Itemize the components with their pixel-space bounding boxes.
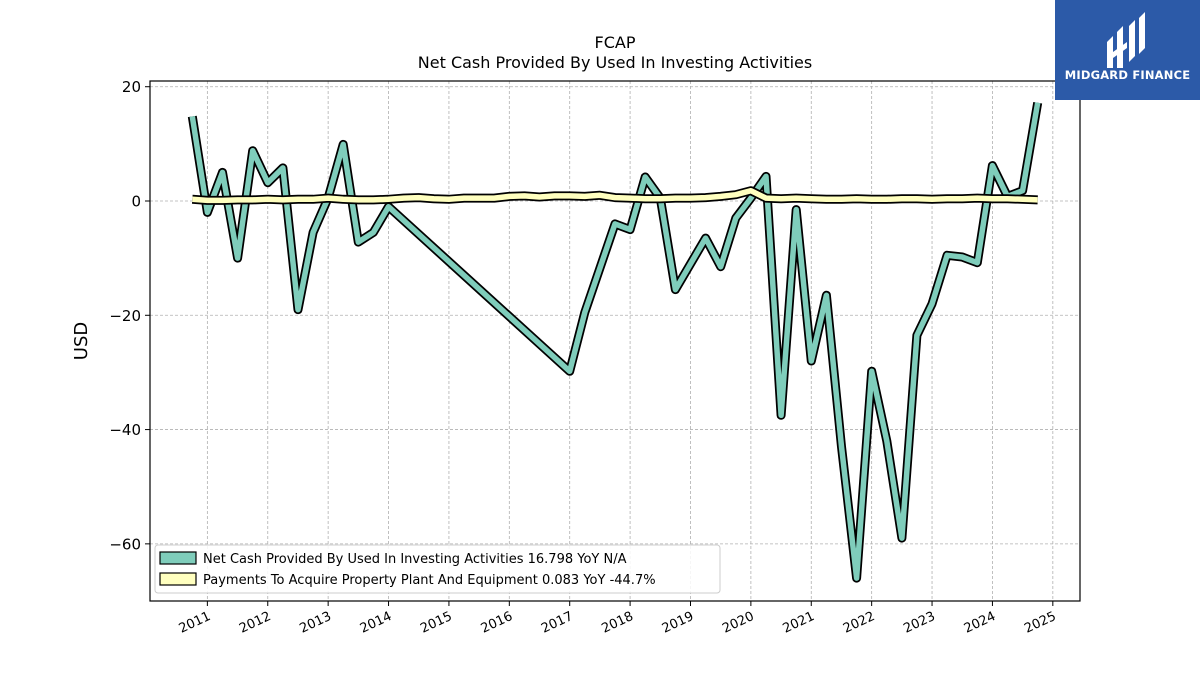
chart-subtitle: Net Cash Provided By Used In Investing A… xyxy=(418,53,812,72)
legend-box xyxy=(154,544,721,594)
y-tick-label: 0 xyxy=(131,193,141,211)
x-tick-label: 2014 xyxy=(358,609,394,637)
x-tick-label: 2012 xyxy=(237,609,273,637)
legend-swatch-capex xyxy=(159,572,197,586)
x-tick-label: 2024 xyxy=(962,609,998,637)
x-tick-label: 2023 xyxy=(901,609,937,637)
x-tick-label: 2017 xyxy=(539,609,575,637)
y-tick-label: 20 xyxy=(122,78,141,96)
x-axis: 2011 2012 2013 2014 2015 2016 2017 2018 2019 2020… xyxy=(177,601,1059,637)
grid xyxy=(150,81,1080,601)
chart-title: FCAP xyxy=(595,33,636,52)
y-axis: 20 0 −20 −40 −60 xyxy=(109,78,150,553)
x-tick-label: 2018 xyxy=(599,609,635,637)
x-tick-label: 2022 xyxy=(841,609,877,637)
series-lines xyxy=(187,101,1043,583)
series-line-1 xyxy=(192,187,1038,204)
series-line-0 xyxy=(189,102,1041,581)
x-tick-label: 2019 xyxy=(660,609,696,637)
y-tick-label: −40 xyxy=(109,421,141,439)
legend: Net Cash Provided By Used In Investing A… xyxy=(154,544,721,594)
y-axis-label: USD xyxy=(71,322,92,360)
x-tick-label: 2011 xyxy=(177,609,213,637)
midgard-logo-icon xyxy=(1107,12,1145,68)
x-tick-label: 2015 xyxy=(418,609,454,637)
legend-swatch-net-cash xyxy=(159,551,197,565)
brand-logo: MIDGARD FINANCE xyxy=(1055,0,1200,100)
x-tick-label: 2016 xyxy=(479,609,515,637)
x-tick-label: 2020 xyxy=(720,609,756,637)
x-tick-label: 2013 xyxy=(298,609,334,637)
series-outline-0 xyxy=(187,101,1043,583)
y-tick-label: −20 xyxy=(109,307,141,325)
legend-label-capex: Payments To Acquire Property Plant And E… xyxy=(203,573,656,588)
y-tick-label: −60 xyxy=(109,535,141,553)
x-tick-label: 2021 xyxy=(781,609,817,637)
brand-name: MIDGARD FINANCE xyxy=(1064,68,1191,82)
plot-frame xyxy=(149,80,1081,602)
x-tick-label: 2025 xyxy=(1022,609,1058,637)
legend-label-net-cash: Net Cash Provided By Used In Investing A… xyxy=(203,552,627,567)
